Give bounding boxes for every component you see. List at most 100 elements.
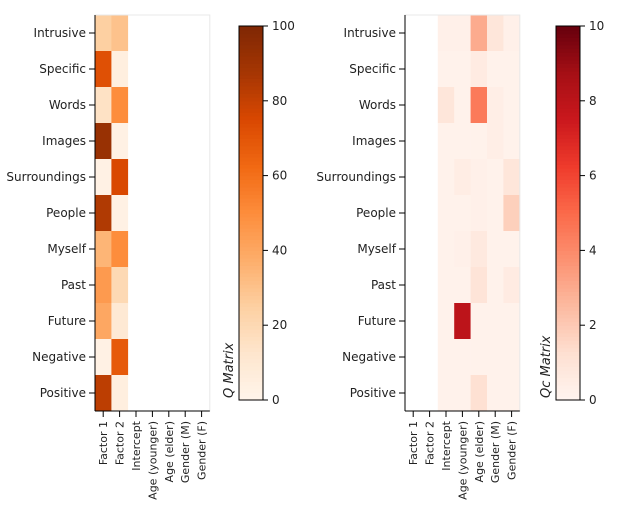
column-label: Age (elder) — [163, 421, 176, 482]
colorbar-gradient-step — [239, 37, 263, 42]
colorbar-gradient-step — [239, 299, 263, 304]
heatmap-cell — [437, 159, 455, 196]
colorbar-gradient-step — [239, 231, 263, 237]
colorbar-gradient-step — [556, 284, 580, 289]
heatmap-cell — [95, 123, 112, 160]
colorbar-gradient-step — [239, 388, 263, 394]
row-label: Negative — [32, 350, 86, 364]
colorbar-gradient-step — [239, 246, 263, 251]
column-label: Gender (F) — [506, 421, 519, 480]
colorbar-gradient-step — [239, 317, 263, 323]
heatmap-cell — [437, 303, 455, 340]
colorbar-gradient-step — [239, 209, 263, 214]
colorbar-gradient-step — [239, 205, 263, 210]
colorbar-gradient-step — [239, 85, 263, 91]
colorbar-gradient-step — [239, 115, 263, 121]
colorbar-tick-label: 100 — [272, 19, 295, 33]
column-label: Gender (F) — [196, 421, 209, 480]
heatmap-cell — [487, 375, 504, 412]
heatmap-cell — [503, 339, 521, 376]
colorbar-gradient-step — [239, 164, 263, 169]
colorbar-gradient-step — [556, 40, 580, 46]
colorbar-gradient-step — [556, 63, 580, 68]
colorbar-gradient-step — [556, 295, 580, 300]
colorbar-gradient-step — [239, 385, 263, 390]
colorbar-gradient-step — [556, 216, 580, 222]
colorbar-gradient-step — [239, 44, 263, 50]
column-label: Gender (M) — [489, 421, 502, 483]
colorbar-gradient-step — [556, 209, 580, 214]
heatmap-cell — [470, 375, 488, 412]
heatmap-cell — [95, 15, 112, 52]
heatmap-cell — [487, 123, 504, 160]
colorbar-gradient-step — [556, 149, 580, 154]
colorbar-gradient-step — [556, 112, 580, 117]
colorbar-gradient-step — [556, 175, 580, 180]
colorbar-gradient-step — [556, 44, 580, 50]
colorbar-gradient-step — [556, 153, 580, 158]
colorbar-gradient-step — [239, 89, 263, 94]
colorbar-gradient-step — [239, 325, 263, 330]
colorbar-gradient-step — [556, 299, 580, 304]
row-label: Positive — [40, 386, 86, 400]
colorbar-gradient-step — [239, 141, 263, 147]
colorbar-gradient-step — [239, 284, 263, 289]
colorbar-gradient-step — [556, 130, 580, 136]
heatmap-cell — [95, 267, 112, 304]
colorbar-gradient-step — [556, 89, 580, 94]
colorbar-gradient-step — [239, 242, 263, 248]
colorbar-gradient-step — [239, 55, 263, 61]
heatmap-cell — [503, 123, 521, 160]
heatmap-cell — [503, 195, 521, 232]
colorbar-gradient-step — [239, 160, 263, 165]
colorbar-gradient-step — [556, 246, 580, 251]
colorbar-gradient-step — [556, 325, 580, 330]
colorbar-gradient-step — [239, 328, 263, 334]
column-label: Factor 2 — [114, 421, 127, 465]
column-label: Age (elder) — [473, 421, 486, 482]
colorbar-gradient-step — [239, 343, 263, 349]
colorbar-gradient-step — [556, 67, 580, 72]
colorbar-gradient-step — [239, 179, 263, 184]
colorbar-gradient-step — [239, 302, 263, 308]
heatmap-cell — [470, 231, 488, 268]
colorbar-gradient-step — [556, 74, 580, 79]
colorbar-gradient-step — [556, 70, 580, 76]
colorbar-gradient-step — [556, 126, 580, 132]
colorbar-gradient-step — [239, 78, 263, 83]
heatmap-cell — [95, 51, 112, 88]
colorbar-gradient-step — [556, 123, 580, 128]
colorbar-frame — [238, 25, 264, 401]
colorbar-gradient-step — [239, 130, 263, 136]
colorbar-gradient-step — [239, 239, 263, 244]
colorbar-gradient-step — [239, 340, 263, 345]
colorbar-gradient-step — [239, 332, 263, 338]
colorbar-tick-label: 0 — [272, 393, 280, 407]
colorbar-gradient-step — [239, 235, 263, 240]
colorbar-gradient-step — [556, 272, 580, 278]
heatmap-cell — [111, 303, 129, 340]
row-label: Intrusive — [34, 26, 86, 40]
colorbar-tick-label: 6 — [589, 169, 597, 183]
colorbar-gradient-step — [556, 317, 580, 323]
colorbar-gradient-step — [239, 52, 263, 57]
colorbar-gradient-step — [556, 313, 580, 319]
heatmap-cell — [111, 51, 129, 88]
heatmap-cell — [470, 87, 488, 124]
row-label: Surroundings — [6, 170, 86, 184]
colorbar-gradient-step — [239, 67, 263, 72]
colorbar-2: 0 2 4 6 8 10 Qc Matrix — [539, 19, 604, 407]
colorbar-gradient-step — [239, 190, 263, 195]
heatmap-cell — [454, 195, 471, 232]
heatmap-cell — [454, 339, 471, 376]
colorbar-gradient-step — [556, 198, 580, 203]
heatmap-panel-1: Intrusive Specific Words Images Surroundings… — [6, 14, 211, 500]
colorbar-gradient-step — [556, 100, 580, 106]
row-label: People — [46, 206, 86, 220]
heatmap-panel-2: Intrusive Specific Words Images Surroundings… — [316, 14, 521, 500]
heatmap-cell — [454, 303, 471, 340]
colorbar-gradient-step — [556, 33, 580, 38]
colorbar-gradient-step — [556, 366, 580, 371]
heatmap-cell — [487, 267, 504, 304]
heatmap-cell — [487, 231, 504, 268]
